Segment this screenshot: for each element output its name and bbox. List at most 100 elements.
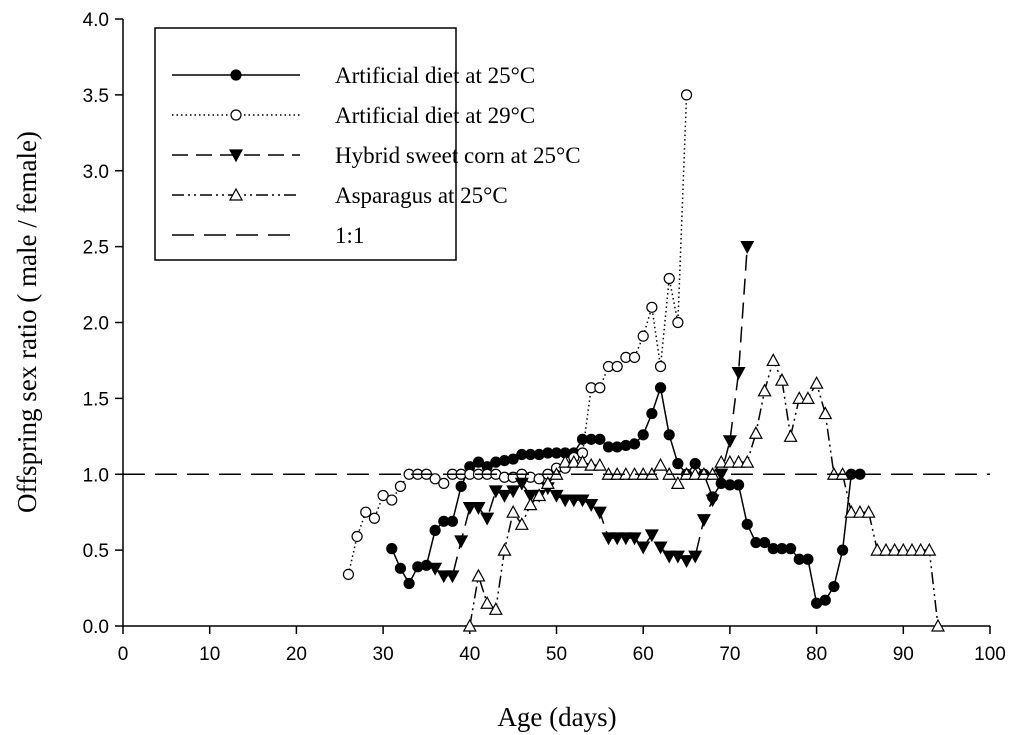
point [394,562,407,574]
point [386,494,398,506]
point [887,542,902,556]
point [540,476,555,489]
point [471,502,486,515]
point [558,454,573,468]
point [610,532,625,546]
point [792,391,807,404]
point [844,504,859,518]
point [758,536,771,549]
point [783,429,798,442]
series-line [434,246,748,577]
point [575,454,590,468]
point [532,488,547,502]
point [688,466,703,480]
point [740,454,755,468]
point [852,504,867,518]
point [377,489,389,502]
point [462,618,477,632]
point [722,454,737,468]
point [594,433,606,445]
x-axis-label: Age (days) [497,702,616,732]
point [828,580,840,593]
point [784,543,797,555]
y-tick-label: 2.0 [83,314,109,335]
point [714,454,729,468]
point [428,562,443,576]
y-tick-label: 0.0 [83,617,109,638]
point [688,550,703,564]
point [722,435,737,449]
point [861,504,876,518]
y-tick-label: 3.0 [83,162,109,183]
point [618,532,633,546]
point [584,457,599,471]
point [732,479,745,491]
point [663,429,675,441]
point [611,360,623,373]
point [592,457,607,471]
legend-label: Hybrid sweet corn at 25°C [335,143,581,168]
point [480,512,495,526]
y-axis-label: Offspring sex ratio ( male / female) [12,131,42,513]
point [774,372,789,386]
x-tick-label: 40 [459,644,480,665]
point [637,429,649,441]
point [913,542,928,556]
point [696,514,711,528]
point [627,532,642,546]
point [731,366,746,380]
point [497,542,512,556]
point [757,383,772,397]
point [497,489,512,503]
legend-marker [230,69,242,81]
point [646,301,658,313]
x-tick-label: 100 [974,644,1006,665]
point [506,485,521,499]
point [454,535,469,549]
point [637,330,649,342]
point [436,570,451,584]
point [802,553,814,565]
legend-marker [228,187,244,201]
y-tick-label: 4.0 [83,10,109,31]
point [628,351,641,364]
point [878,542,893,556]
point [523,497,538,511]
point [566,454,581,468]
point [594,382,606,394]
x-tick-label: 20 [286,644,307,665]
x-tick-label: 10 [199,644,220,665]
x-tick-label: 60 [633,644,654,665]
point [672,316,684,329]
point [488,602,503,615]
x-tick-label: 50 [546,644,567,665]
point [523,489,538,503]
point [455,480,467,492]
point [766,353,781,367]
y-tick-label: 2.5 [83,238,109,259]
point [480,595,495,609]
point [663,272,675,285]
point [566,494,581,508]
point [342,568,355,581]
x-tick-label: 90 [893,644,914,665]
point [731,454,746,468]
point [446,515,459,527]
point [429,473,441,485]
point [662,550,677,564]
point [837,544,849,556]
legend-label: Artificial diet at 25°C [335,63,535,88]
legend-label: Asparagus at 25°C [335,183,508,208]
point [679,555,694,568]
point [896,542,911,556]
point [809,375,824,389]
point [429,524,441,536]
point [394,480,407,492]
point [644,529,659,543]
point [628,438,641,450]
point [741,518,753,530]
series-line [391,384,860,605]
point [800,391,815,404]
point [360,506,372,518]
